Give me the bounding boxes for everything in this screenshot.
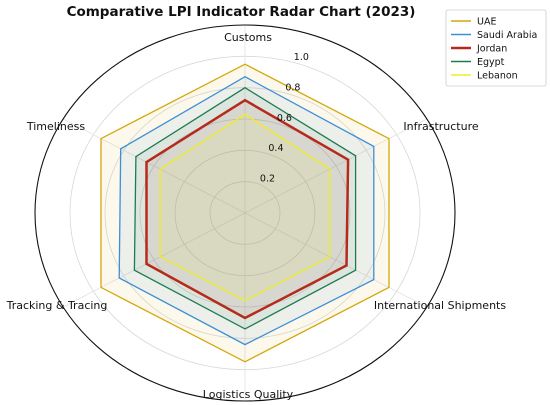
axis-label: Logistics Quality (203, 388, 294, 401)
axis-label: International Shipments (374, 299, 506, 312)
radial-tick-label: 1.0 (294, 52, 309, 63)
grid-spoke-5 (62, 118, 246, 214)
series-line-4 (159, 113, 331, 302)
series-fills (101, 64, 389, 362)
series-line-2 (145, 98, 350, 320)
radial-tick-label: 0.6 (277, 113, 292, 124)
radial-ticks: 0.2 0.4 0.6 0.8 1.0 (260, 52, 309, 185)
radial-tick-label: 0.8 (285, 82, 300, 93)
axis-labels: Customs Infrastructure International Shipm… (6, 31, 507, 401)
grid-spoke-2 (244, 212, 428, 308)
grid-spoke-4 (62, 212, 246, 308)
series-fill-4 (160, 114, 330, 301)
radial-tick-label: 0.2 (260, 174, 275, 185)
grid-spoke-1 (244, 118, 428, 214)
legend-label: Saudi Arabia (477, 30, 537, 41)
axis-label: Infrastructure (403, 120, 479, 133)
legend-label: UAE (477, 17, 496, 28)
series-line-1 (118, 75, 375, 346)
series-fill-1 (119, 76, 374, 345)
series-lines (100, 63, 390, 363)
series-fill-0 (101, 64, 389, 362)
axis-label: Tracking & Tracing (6, 299, 108, 312)
series-fill-2 (146, 100, 349, 318)
radar-grid (34, 24, 456, 402)
legend-box (445, 9, 547, 87)
outer-frame (34, 24, 456, 402)
radial-tick-label: 0.4 (268, 143, 283, 154)
series-line-0 (100, 63, 390, 363)
legend-label: Lebanon (477, 71, 518, 82)
chart-title: Comparative LPI Indicator Radar Chart (2… (67, 4, 416, 20)
axis-label: Timeliness (26, 120, 86, 133)
legend: UAE Saudi Arabia Jordan Egypt Lebanon (445, 9, 547, 87)
axis-label: Customs (224, 31, 272, 44)
legend-label: Egypt (477, 57, 505, 68)
series-line-3 (133, 86, 357, 330)
legend-label: Jordan (476, 44, 507, 55)
series-fill-3 (134, 87, 356, 329)
